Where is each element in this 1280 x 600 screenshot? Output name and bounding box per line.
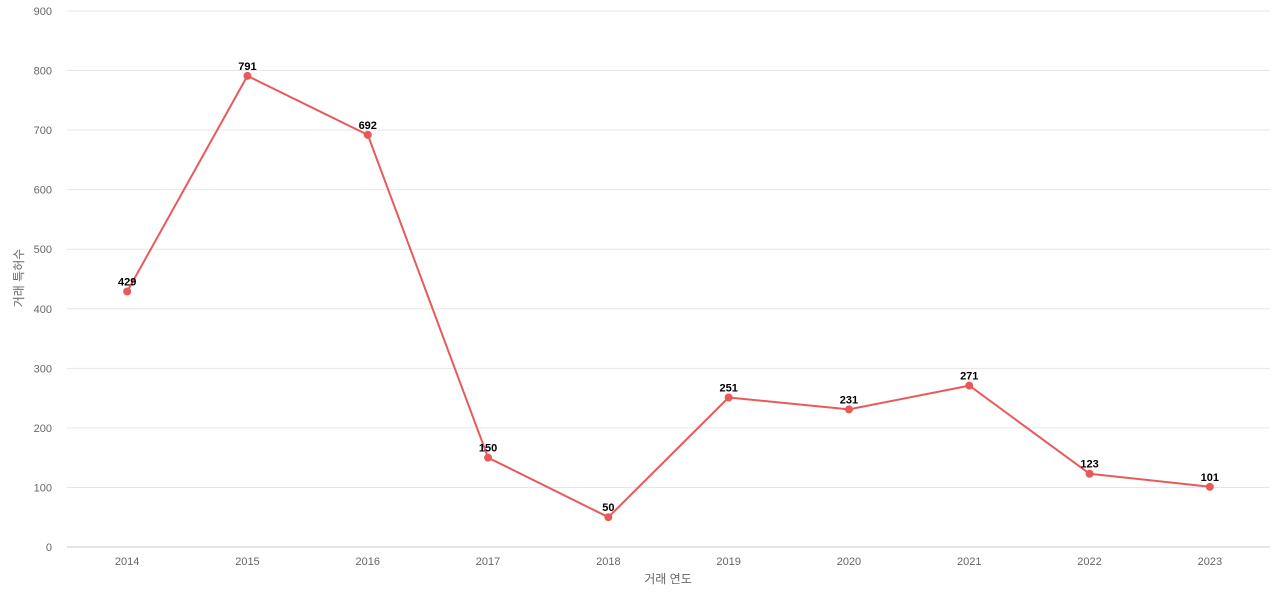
series-line [126,74,1210,519]
y-tick-label: 700 [34,125,52,137]
x-tick-label: 2018 [596,556,620,568]
x-axis-ticks: 2014 2015 2016 2017 2018 2019 2020 2021 2022 2023 [115,556,1222,568]
y-tick-label: 0 [46,542,52,554]
data-point[interactable] [123,287,132,296]
data-label: 429 [118,277,136,289]
data-point[interactable] [844,405,853,414]
x-tick-label: 2023 [1198,556,1222,568]
data-point[interactable] [1205,482,1214,491]
x-tick-label: 2014 [115,556,139,568]
data-point[interactable] [965,381,974,390]
x-tick-label: 2021 [957,556,981,568]
data-labels: 429 791 692 150 50 251 231 271 123 101 [118,61,1219,514]
y-axis-title: 거래 특허수 [12,249,26,308]
x-tick-label: 2019 [716,556,740,568]
y-axis-ticks: 0 100 200 300 400 500 600 700 800 900 [34,6,52,554]
data-label: 150 [479,443,497,455]
data-point[interactable] [1085,469,1094,478]
data-label: 692 [359,120,377,132]
data-point[interactable] [724,393,733,402]
x-axis-title: 거래 연도 [644,572,692,586]
data-point[interactable] [243,71,252,80]
series-layer [123,71,1214,522]
data-point[interactable] [484,453,493,462]
y-tick-label: 600 [34,185,52,197]
x-tick-label: 2020 [837,556,861,568]
data-label: 791 [238,61,256,73]
y-tick-label: 200 [34,423,52,435]
y-tick-label: 500 [34,244,52,256]
grid-lines [67,10,1270,548]
data-point[interactable] [604,513,613,522]
data-label: 101 [1201,472,1219,484]
y-tick-label: 800 [34,66,52,78]
x-tick-label: 2022 [1077,556,1101,568]
data-label: 50 [602,502,614,514]
x-tick-label: 2016 [356,556,380,568]
data-label: 271 [960,371,978,383]
data-label: 123 [1080,459,1098,471]
x-tick-label: 2015 [235,556,259,568]
x-tick-label: 2017 [476,556,500,568]
data-point[interactable] [363,130,372,139]
data-label: 231 [840,394,858,406]
y-tick-label: 900 [34,6,52,18]
y-tick-label: 300 [34,363,52,375]
data-label: 251 [719,383,737,395]
y-tick-label: 100 [34,482,52,494]
y-tick-label: 400 [34,304,52,316]
